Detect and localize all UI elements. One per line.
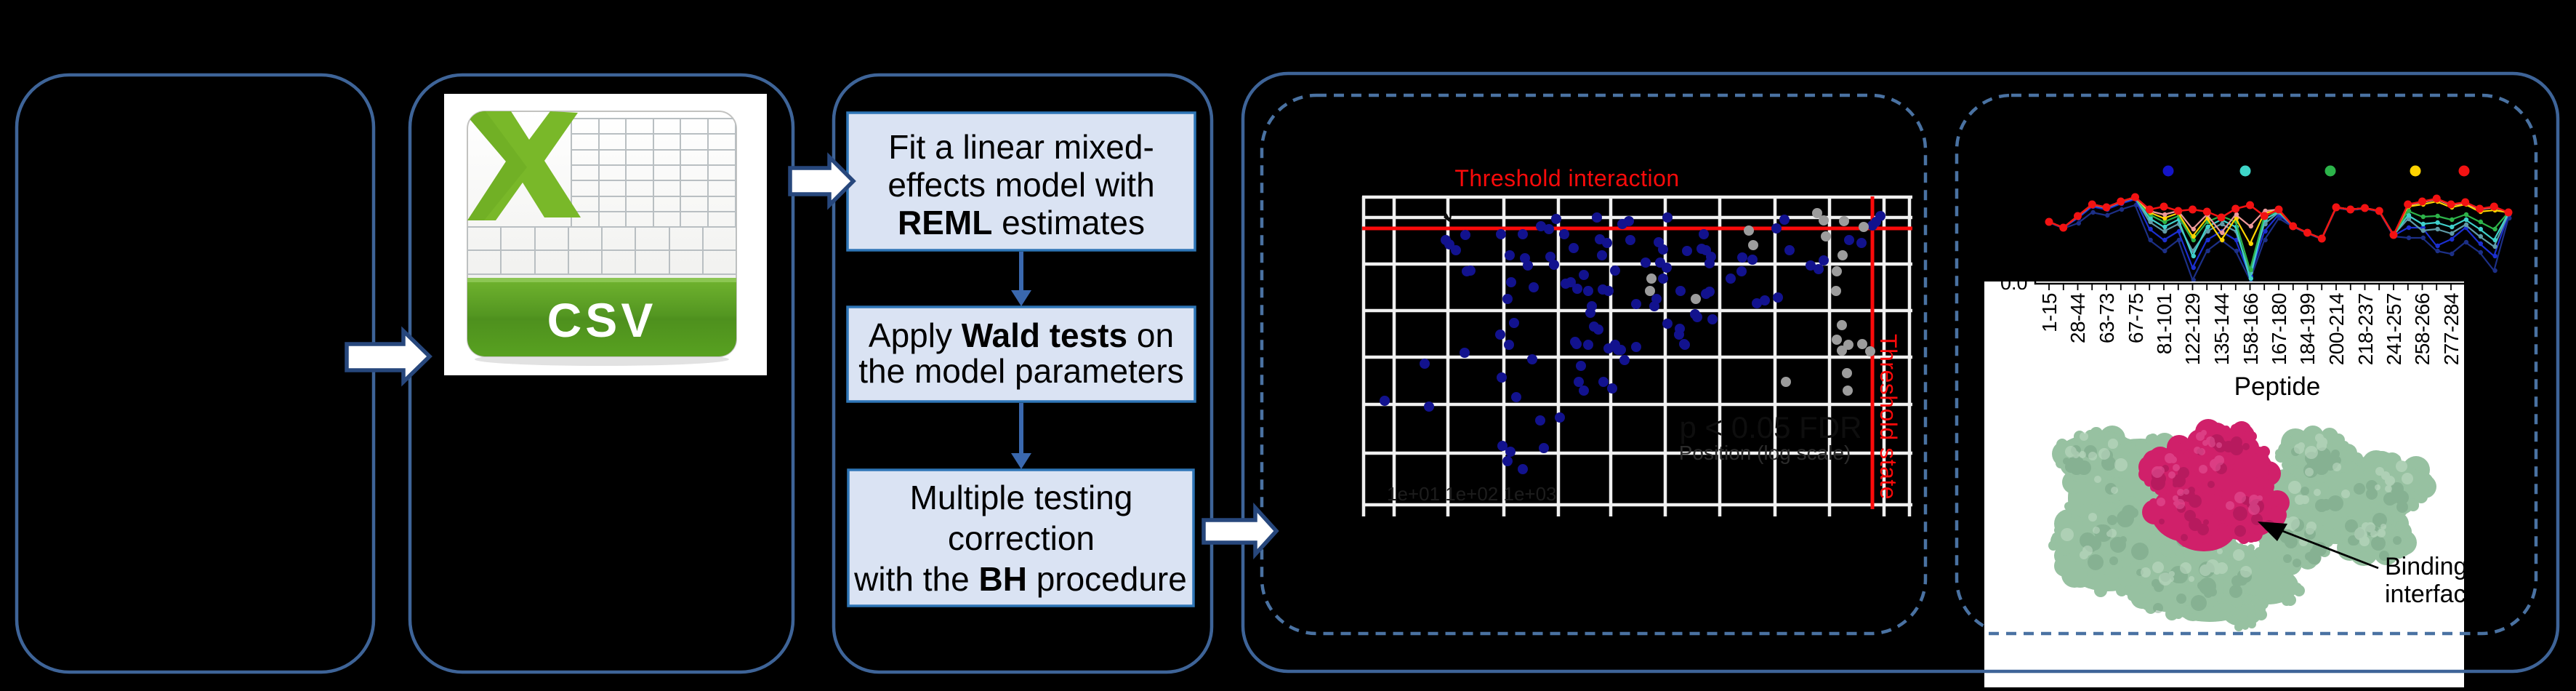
svg-text:Multiple testing: Multiple testing [910,479,1133,516]
svg-text:effects model with: effects model with [887,166,1154,204]
svg-text:218-237: 218-237 [2354,293,2377,365]
svg-text:158-166: 158-166 [2239,293,2262,365]
svg-text:Peptide: Peptide [2234,372,2321,401]
svg-text:correction: correction [948,519,1095,557]
svg-text:Threshold interaction: Threshold interaction [1454,165,1679,191]
svg-text:CSV: CSV [547,293,657,347]
svg-text:Threshold state: Threshold state [1875,334,1901,500]
svg-text:241-257: 241-257 [2383,293,2405,365]
svg-text:interface: interface [2385,580,2479,608]
svg-text:p < 0.05 FDR: p < 0.05 FDR [1680,410,1862,444]
svg-text:81-101: 81-101 [2153,293,2175,354]
svg-text:1-15: 1-15 [2038,293,2061,332]
svg-text:28-44: 28-44 [2066,293,2089,343]
svg-text:200-214: 200-214 [2325,293,2348,365]
svg-text:135-144: 135-144 [2210,293,2233,365]
svg-text:1e+01 1e+02 1e+03: 1e+01 1e+02 1e+03 [1387,483,1557,505]
svg-text:258-266: 258-266 [2411,293,2434,365]
svg-text:122-129: 122-129 [2181,293,2204,365]
svg-text:REML estimates: REML estimates [898,204,1145,241]
svg-text:167-180: 167-180 [2268,293,2290,365]
svg-text:Apply Wald tests on: Apply Wald tests on [869,316,1174,354]
svg-text:67-75: 67-75 [2125,293,2147,343]
svg-text:0.0: 0.0 [2000,272,2028,294]
svg-text:Position (log scale): Position (log scale) [1679,442,1851,464]
svg-text:277-284: 277-284 [2440,293,2463,365]
svg-text:184-199: 184-199 [2296,293,2319,365]
svg-text:63-73: 63-73 [2096,293,2118,343]
svg-text:Fit a linear mixed-: Fit a linear mixed- [888,128,1154,166]
svg-text:Binding: Binding [2385,553,2467,580]
svg-text:the model parameters: the model parameters [858,352,1183,390]
svg-text:with the BH procedure: with the BH procedure [853,560,1187,598]
